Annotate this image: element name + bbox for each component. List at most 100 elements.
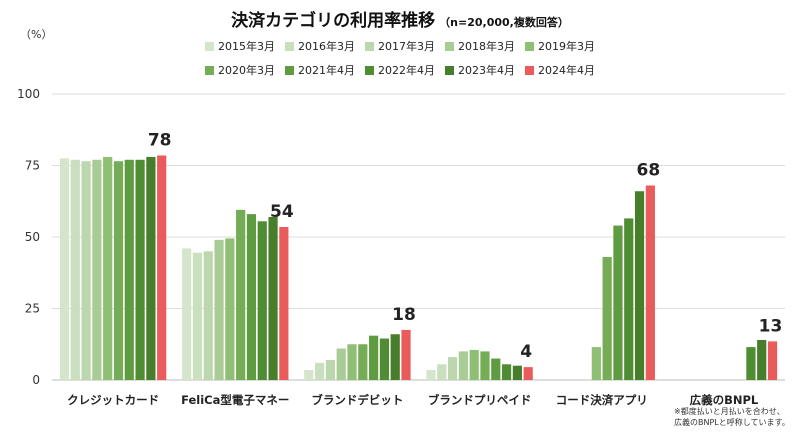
x-tick-label: ブランドプリペイド <box>428 393 532 407</box>
legend-label: 2022年4月 <box>378 64 435 77</box>
bar <box>113 161 124 380</box>
bar <box>182 248 192 380</box>
bar <box>246 214 257 380</box>
legend-item: 2024年4月 <box>525 62 595 78</box>
bar <box>214 239 224 380</box>
bar <box>92 159 102 380</box>
legend-swatch <box>525 41 534 51</box>
bar <box>757 339 767 380</box>
legend-item: 2017年3月 <box>365 38 435 54</box>
legend-swatch <box>285 41 294 51</box>
bar <box>523 367 533 380</box>
legend-swatch <box>445 65 454 75</box>
bar <box>480 351 490 380</box>
chart-title-block: 決済カテゴリの利用率推移 （n=20,000,複数回答） <box>0 6 800 31</box>
legend-swatch <box>525 65 534 75</box>
bar <box>225 238 235 380</box>
x-tick-label: 広義のBNPL <box>690 393 759 407</box>
y-tick-label: 25 <box>25 302 40 316</box>
legend-item: 2023年4月 <box>445 62 515 78</box>
bar <box>304 369 314 380</box>
legend-swatch <box>205 41 214 51</box>
x-tick-label: FeliCa型電子マネー <box>181 393 289 407</box>
bar <box>390 334 400 380</box>
legend-item: 2022年4月 <box>365 62 435 78</box>
legend-swatch <box>365 41 374 51</box>
y-tick-label: 75 <box>25 159 40 173</box>
bar <box>512 365 522 380</box>
bar <box>70 159 80 380</box>
legend-row-2: 2020年3月 2021年4月 2022年4月 2023年4月 2024年4月 <box>0 62 800 78</box>
bar <box>401 329 411 380</box>
bar <box>146 156 156 380</box>
x-tick-label: クレジットカード <box>67 393 159 407</box>
bar <box>426 369 436 380</box>
bar <box>157 155 167 380</box>
bar <box>325 359 336 380</box>
data-label: 68 <box>637 161 661 181</box>
footnote-line-2: 広義のBNPLと呼称しています。 <box>674 418 790 427</box>
legend-item: 2021年4月 <box>285 62 355 78</box>
bar <box>491 358 501 380</box>
bar <box>347 344 357 380</box>
legend-swatch <box>285 65 294 75</box>
chart-subtitle: （n=20,000,複数回答） <box>439 16 569 29</box>
legend-swatch <box>365 65 374 75</box>
x-tick-label: ブランドデビット <box>311 393 403 407</box>
bar <box>103 156 113 380</box>
bar <box>613 225 623 380</box>
bar <box>268 216 278 380</box>
data-label: 78 <box>148 130 172 150</box>
bar <box>437 364 447 380</box>
footnote: ※都度払いと月払いを合わせ、 広義のBNPLと呼称しています。 <box>674 406 794 428</box>
bar <box>602 257 612 380</box>
legend-item: 2020年3月 <box>205 62 275 78</box>
legend-label: 2016年3月 <box>298 40 355 53</box>
bar <box>624 218 634 380</box>
bar <box>59 158 70 380</box>
bar <box>81 161 91 380</box>
bar <box>379 338 390 380</box>
legend-item: 2019年3月 <box>525 38 595 54</box>
bar <box>358 344 368 380</box>
legend-label: 2024年4月 <box>538 64 595 77</box>
bar <box>645 185 655 380</box>
legend-row-1: 2015年3月 2016年3月 2017年3月 2018年3月 2019年3月 <box>0 38 800 54</box>
bar <box>257 221 267 380</box>
legend-label: 2020年3月 <box>218 64 275 77</box>
legend-item: 2016年3月 <box>285 38 355 54</box>
bar <box>135 159 145 380</box>
data-label: 13 <box>759 316 783 336</box>
x-tick-label: コード決済アプリ <box>556 393 648 407</box>
bar <box>469 349 479 380</box>
legend-swatch <box>205 65 214 75</box>
bar <box>279 226 289 380</box>
bar <box>591 347 601 380</box>
chart-title: 決済カテゴリの利用率推移 <box>231 11 436 31</box>
data-label: 18 <box>392 305 416 325</box>
y-axis-unit: （%） <box>20 28 53 41</box>
bar <box>767 341 778 380</box>
legend-item: 2018年3月 <box>445 38 515 54</box>
y-tick-label: 0 <box>32 373 40 387</box>
bar <box>336 348 346 380</box>
legend-item: 2015年3月 <box>205 38 275 54</box>
y-tick-label: 50 <box>25 230 40 244</box>
bar <box>236 209 246 380</box>
bar <box>447 357 458 380</box>
footnote-line-1: ※都度払いと月払いを合わせ、 <box>674 407 785 416</box>
data-label: 54 <box>270 202 294 222</box>
y-tick-label: 100 <box>17 87 40 101</box>
bar <box>458 351 468 380</box>
legend-label: 2021年4月 <box>298 64 355 77</box>
bar <box>315 362 325 380</box>
bar <box>124 159 134 380</box>
bar <box>634 191 645 380</box>
bar <box>369 335 379 380</box>
legend-label: 2017年3月 <box>378 40 435 53</box>
bar <box>203 251 213 380</box>
legend-label: 2018年3月 <box>458 40 515 53</box>
data-label: 4 <box>520 342 532 362</box>
legend-swatch <box>445 41 454 51</box>
